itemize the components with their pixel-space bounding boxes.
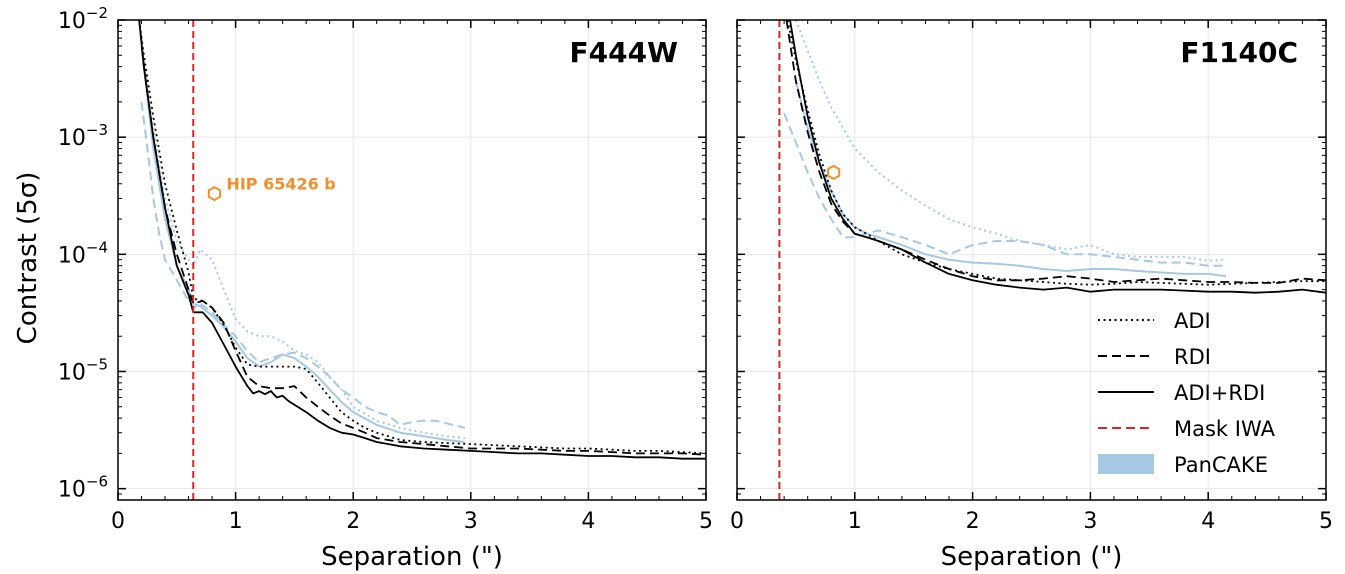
x-tick-label: 1 [229,509,243,534]
legend-label: PanCAKE [1174,453,1268,477]
series-adi-rdi [138,20,706,460]
x-tick-label: 5 [699,509,713,534]
panel-f1140c: 0 1 2 3 4 5 F1140C Separation (") [730,19,1333,572]
planet-marker [827,164,841,181]
series-pancake-adi [140,45,466,440]
series-group [783,20,1326,294]
y-tick-label: 10−4 [58,238,108,268]
legend: ADI RDI ADI+RDI Mask IWA PanCAKE [1098,309,1276,477]
legend-item-mask-iwa: Mask IWA [1098,417,1276,441]
y-tick-label: 10−6 [58,473,108,503]
x-tick-label: 3 [464,509,478,534]
x-tick-label: 5 [1319,509,1333,534]
series-pancake-rdi [140,101,466,429]
legend-item-pancake: PanCAKE [1098,453,1268,477]
series-adi [138,20,706,455]
x-tick-label: 2 [346,509,360,534]
series-pancake-rdi [783,112,1226,267]
y-tick-label: 10−3 [58,121,108,151]
series-rdi [785,20,1326,284]
x-axis-label: Separation (") [321,542,503,572]
legend-item-rdi: RDI [1098,345,1211,369]
y-axis-label: Contrast (5σ) [13,172,43,345]
series-pancake-adi-rdi [140,45,466,443]
axes-frame [117,19,707,501]
legend-label: Mask IWA [1174,417,1276,441]
legend-swatch [1098,454,1154,474]
x-tick-label: 3 [1083,509,1097,534]
series-group [138,20,706,460]
legend-label: RDI [1174,345,1211,369]
series-rdi [138,20,706,456]
x-tick-label: 0 [730,509,744,534]
planet-label: HIP 65426 b [226,175,335,194]
planet-marker [207,185,222,202]
panel-f444w: HIP 65426 b 0 1 2 3 4 5 10−6 10−5 10−4 10−3 10−2 F44… [58,4,713,572]
legend-item-adi-rdi: ADI+RDI [1098,381,1265,405]
panel-title: F444W [570,36,679,69]
x-tick-label: 4 [1201,509,1215,534]
x-tick-label: 2 [966,509,980,534]
y-tick-label: 10−5 [58,355,108,385]
series-pancake-adi-rdi [794,81,1227,278]
legend-item-adi: ADI [1098,309,1211,333]
x-axis-label: Separation (") [941,542,1123,572]
series-pancake-adi [794,20,1226,262]
x-tick-label: 0 [111,509,125,534]
x-tick-label: 1 [848,509,862,534]
panel-title: F1140C [1180,36,1298,69]
axes-frame [736,19,1327,501]
legend-label: ADI [1174,309,1211,333]
x-tick-label: 4 [581,509,595,534]
series-adi-rdi [789,20,1326,294]
y-tick-label: 10−2 [58,4,108,34]
legend-label: ADI+RDI [1174,381,1265,405]
